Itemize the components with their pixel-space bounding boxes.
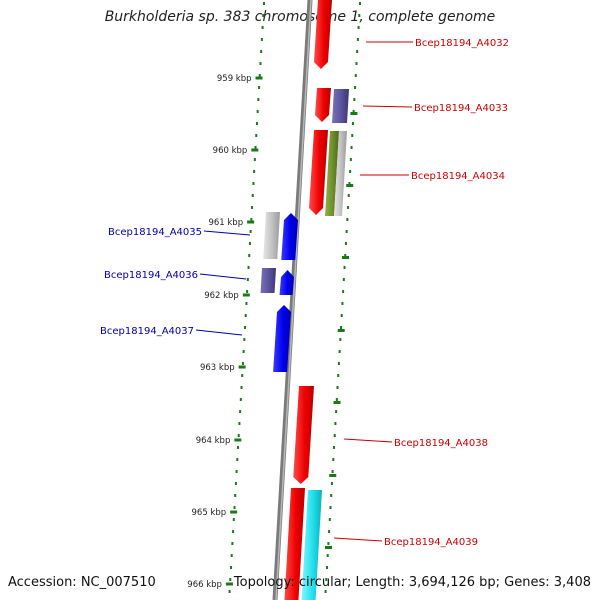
gene-label: Bcep18194_A4032	[415, 38, 509, 49]
gene-feature-a4036	[279, 270, 294, 295]
tick-mark	[329, 474, 337, 477]
tick-label: 959 kbp	[217, 74, 252, 84]
tick-mark	[251, 148, 259, 152]
label-leader-line	[195, 329, 243, 336]
label-leader-line	[333, 537, 383, 542]
gene-feature-a4033-b	[332, 89, 349, 123]
tick-mark	[234, 438, 242, 442]
gene-feature-a4035-b	[263, 212, 280, 259]
tick-label: 960 kbp	[213, 146, 248, 156]
tick-label: 964 kbp	[196, 436, 231, 446]
label-leader-line	[203, 230, 251, 236]
gene-feature-a4036-b	[260, 268, 276, 293]
gene-feature-a4039	[284, 488, 305, 600]
label-leader-line	[343, 438, 393, 443]
gene-label: Bcep18194_A4035	[108, 227, 202, 238]
tick-mark	[225, 582, 233, 586]
scale-ticks: 959 kbp 960 kbp 961 kbp 962 kbp 963 kbp 964 k…	[187, 74, 358, 590]
reverse-guide-dots	[228, 2, 265, 593]
tick-mark	[242, 293, 250, 297]
tick-label: 961 kbp	[208, 218, 243, 228]
tick-mark	[325, 546, 333, 549]
accession-text: Accession: NC_007510	[8, 575, 156, 590]
tick-mark	[230, 510, 238, 514]
gene-label: Bcep18194_A4034	[411, 171, 505, 182]
tick-mark	[342, 256, 349, 259]
gene-feature-a4039-b	[301, 490, 322, 600]
gene-feature-a4037	[273, 305, 291, 372]
tick-label: 965 kbp	[192, 508, 227, 518]
gene-label: Bcep18194_A4033	[414, 103, 508, 114]
tick-label: 962 kbp	[204, 291, 239, 301]
tick-mark	[333, 401, 341, 404]
gene-feature-a4034-b	[325, 131, 339, 216]
gene-label: Bcep18194_A4038	[394, 438, 488, 449]
backbone-highlight	[275, 0, 312, 600]
gene-label: Bcep18194_A4037	[100, 326, 194, 337]
label-leader-line	[362, 105, 413, 108]
tick-mark	[247, 220, 255, 224]
gene-feature-a4035	[281, 213, 298, 260]
tick-mark	[346, 184, 354, 187]
genome-summary-text: Topology: circular; Length: 3,694,126 bp…	[233, 575, 591, 590]
gene-label: Bcep18194_A4036	[104, 270, 198, 281]
tick-mark	[255, 76, 263, 80]
gene-feature-a4034	[309, 130, 328, 215]
tick-mark	[350, 112, 358, 115]
gene-feature-a4033	[315, 88, 331, 122]
gene-feature-a4034-c	[334, 131, 347, 216]
gene-feature-a4032	[313, 0, 332, 69]
label-leader-line	[199, 273, 247, 280]
tick-label: 963 kbp	[200, 363, 235, 373]
tick-label: 966 kbp	[187, 580, 222, 590]
tick-mark	[337, 329, 345, 332]
gene-feature-a4038	[293, 386, 314, 484]
gene-label: Bcep18194_A4039	[384, 537, 478, 548]
map-title: Burkholderia sp. 383 chromosome 1, compl…	[104, 9, 496, 25]
forward-guide-dots	[324, 2, 361, 593]
tick-mark	[238, 365, 246, 369]
backbone-line	[272, 0, 313, 600]
